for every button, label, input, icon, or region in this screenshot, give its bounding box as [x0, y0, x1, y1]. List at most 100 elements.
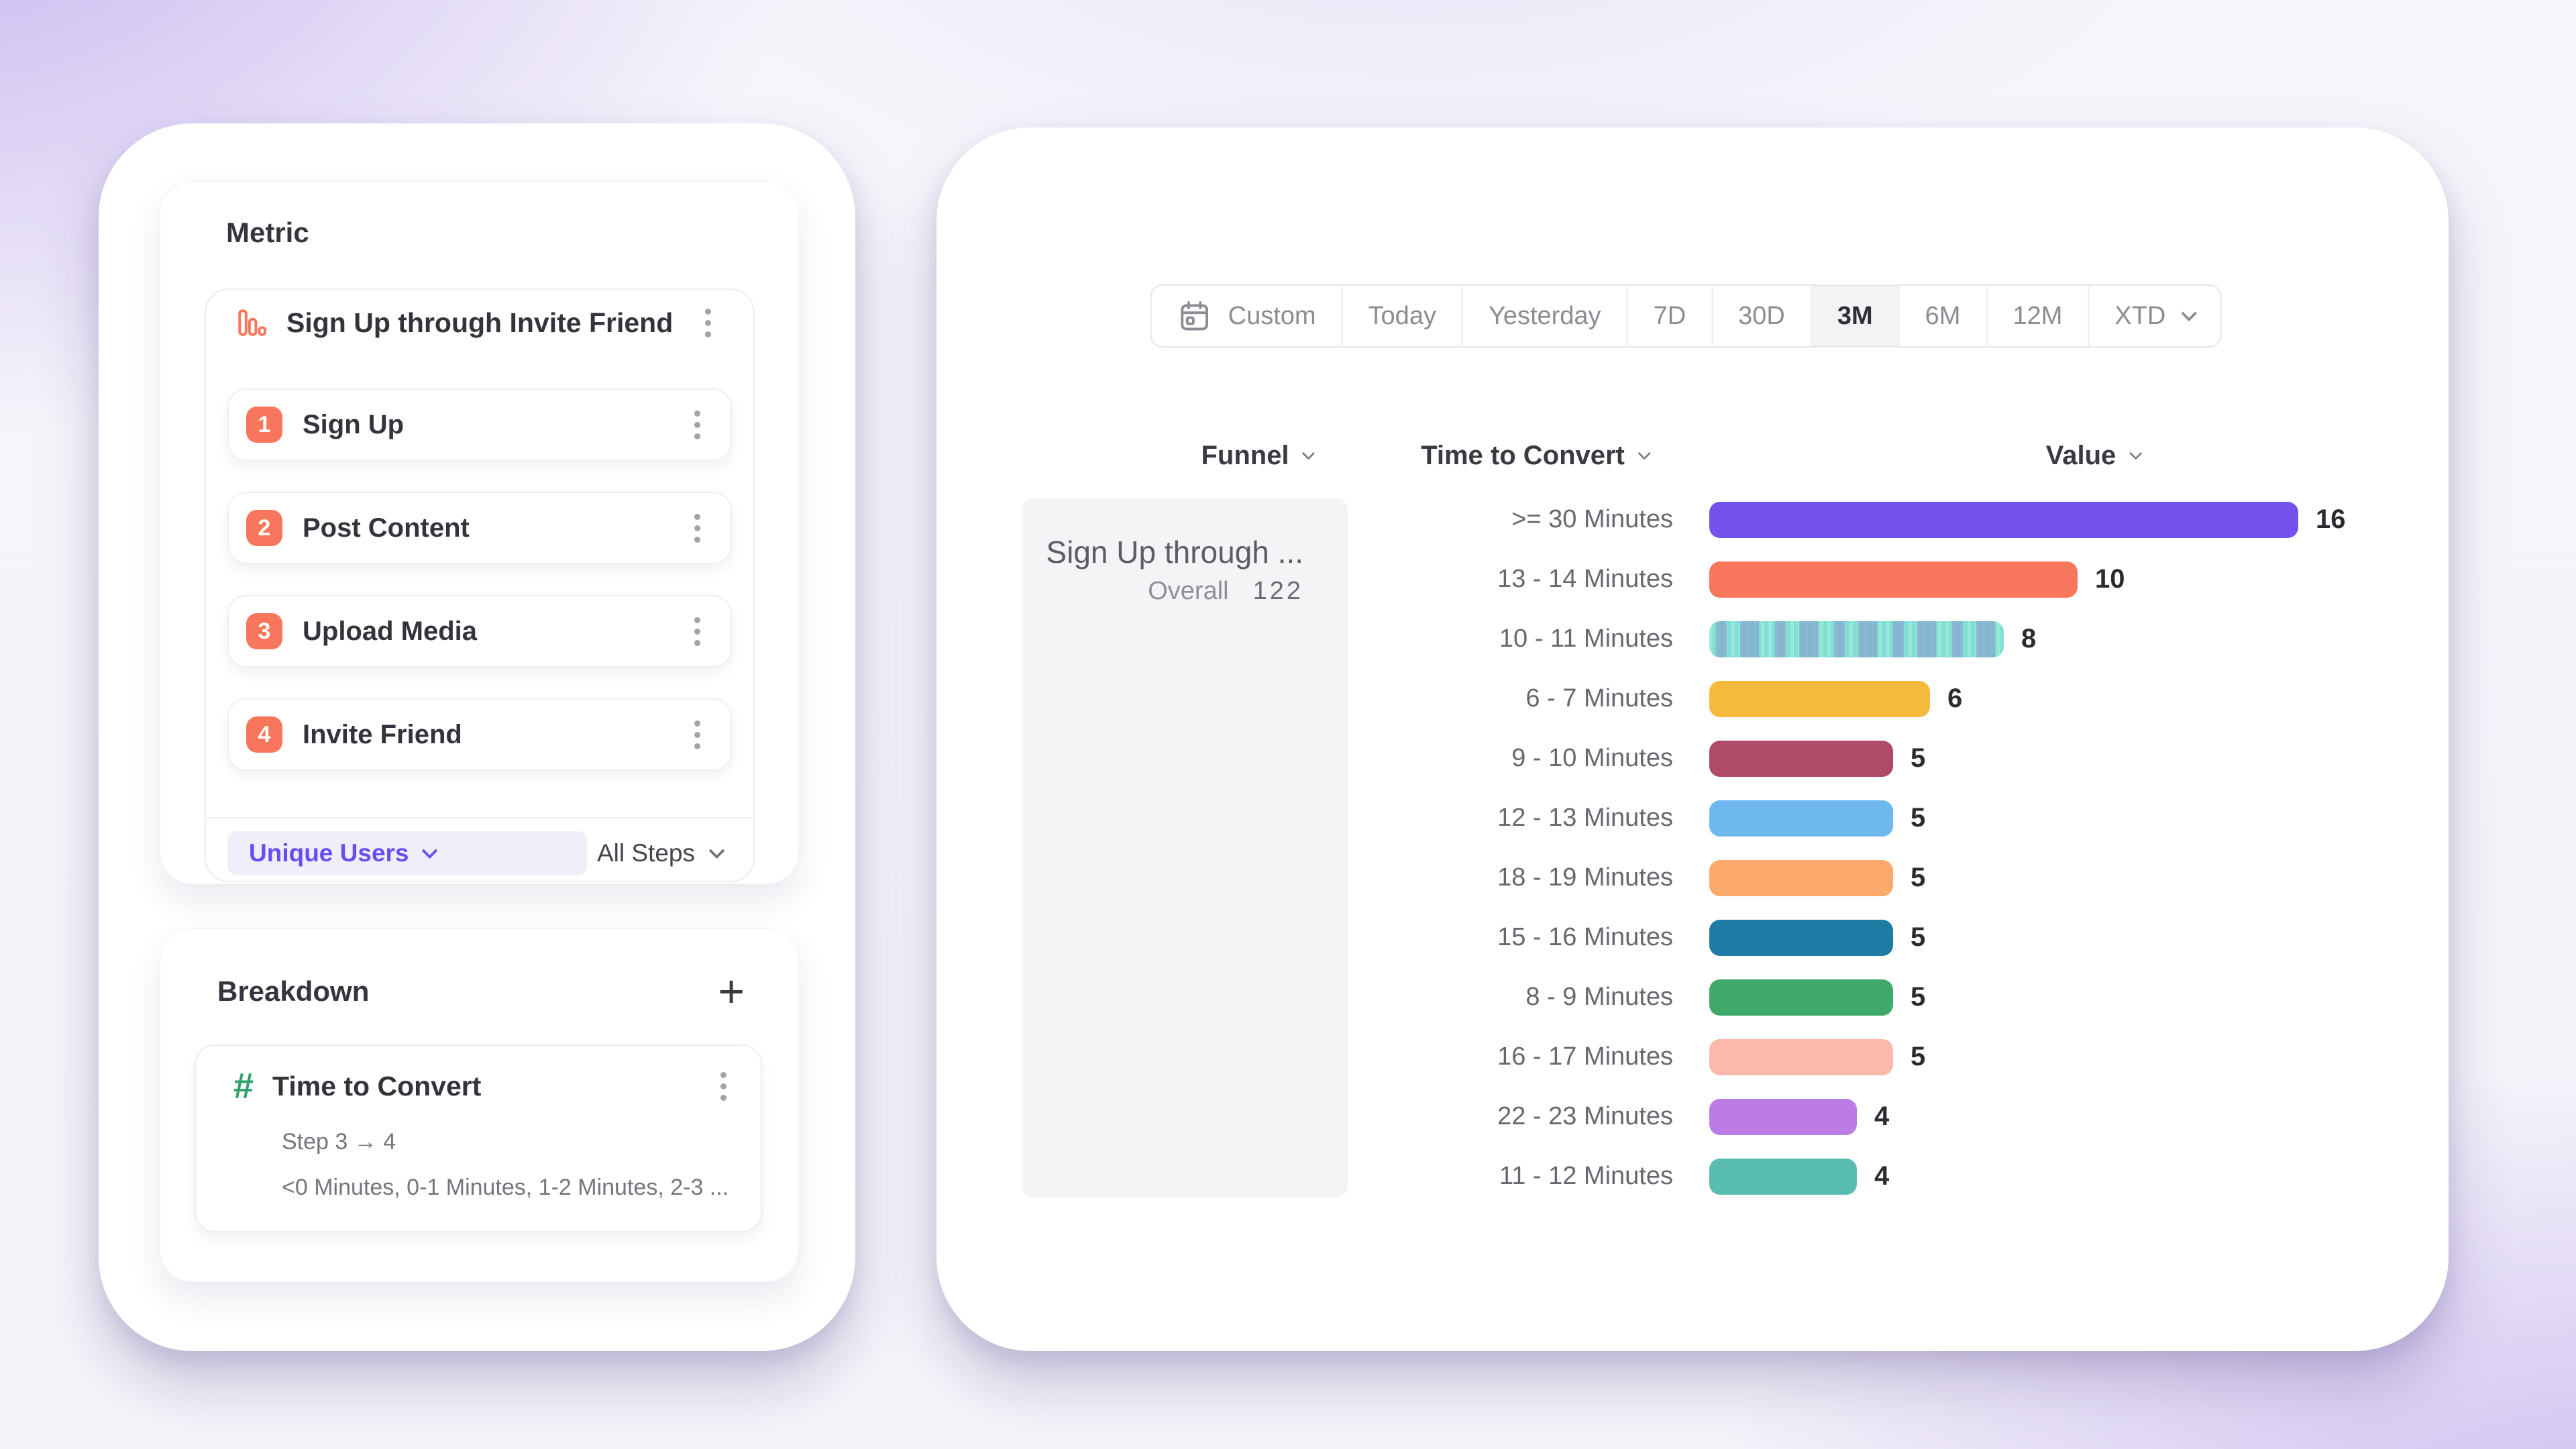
step-label: Invite Friend: [303, 719, 462, 749]
time-range-option-today[interactable]: Today: [1343, 286, 1463, 346]
kebab-menu-icon: [720, 1083, 727, 1089]
time-range-label: 7D: [1653, 301, 1686, 330]
step-label: Upload Media: [303, 616, 478, 646]
funnel-step-2[interactable]: 2 Post Content: [227, 492, 732, 564]
breakdown-property-name: Time to Convert: [272, 1070, 482, 1102]
funnel-metric-card: Sign Up through Invite Friend 1 Sign Up …: [205, 288, 755, 882]
time-range-label: 6M: [1925, 301, 1961, 330]
bar[interactable]: [1709, 1158, 1857, 1195]
funnel-cell-name: Sign Up through ...: [1046, 535, 1303, 570]
bar[interactable]: [1709, 501, 2298, 538]
chart-row: 8 - 9 Minutes 5: [1391, 967, 2346, 1027]
chart-row: 22 - 23 Minutes 4: [1391, 1087, 2346, 1146]
chart-row: 10 - 11 Minutes 8: [1391, 609, 2346, 669]
kebab-menu-icon: [694, 731, 700, 738]
chevron-down-icon: [2129, 446, 2143, 460]
funnel-metric-name: Sign Up through Invite Friend: [286, 307, 672, 338]
steps-scope-label: All Steps: [596, 839, 695, 867]
funnel-step-4[interactable]: 4 Invite Friend: [227, 698, 732, 771]
step-menu-button[interactable]: [678, 716, 716, 753]
funnel-cell-overall: Overall 122: [1148, 577, 1303, 606]
bar-category-label: 9 - 10 Minutes: [1511, 744, 1673, 772]
time-range-option-7d[interactable]: 7D: [1628, 286, 1713, 346]
chart-row: 6 - 7 Minutes 6: [1391, 669, 2346, 729]
step-label: Post Content: [303, 513, 470, 543]
bar[interactable]: [1709, 1098, 1857, 1135]
bar[interactable]: [1709, 979, 1893, 1016]
bar[interactable]: [1709, 1038, 1893, 1075]
bar[interactable]: [1709, 740, 1893, 777]
time-range-label: XTD: [2114, 301, 2166, 330]
overall-label: Overall: [1148, 577, 1229, 605]
bar[interactable]: [1709, 800, 1893, 837]
chart-row: 16 - 17 Minutes 5: [1391, 1027, 2346, 1087]
time-range-option-3m[interactable]: 3M: [1811, 286, 1900, 346]
chart-row: 13 - 14 Minutes 10: [1391, 549, 2346, 609]
step-menu-button[interactable]: [678, 406, 716, 443]
funnel-step-3[interactable]: 3 Upload Media: [227, 595, 732, 667]
bar-category-label: 12 - 13 Minutes: [1497, 804, 1673, 832]
kebab-menu-icon: [704, 319, 711, 326]
kebab-menu-icon: [694, 525, 700, 531]
bar-value-label: 16: [2316, 504, 2346, 534]
bar[interactable]: [1709, 561, 2078, 598]
counting-method-dropdown[interactable]: Unique Users: [227, 831, 587, 875]
bar-value-label: 4: [1874, 1102, 1890, 1131]
bar[interactable]: [1709, 621, 2004, 657]
breakdown-property-menu-button[interactable]: [704, 1067, 742, 1105]
time-range-label: Custom: [1228, 301, 1316, 330]
funnel-metric-menu-button[interactable]: [689, 304, 727, 341]
chart-row: 12 - 13 Minutes 5: [1391, 788, 2346, 848]
time-range-label: Yesterday: [1488, 301, 1601, 330]
column-header-funnel[interactable]: Funnel: [1201, 441, 1316, 471]
breakdown-step-range: Step 3 → 4: [282, 1129, 396, 1155]
funnel-bar-chart-icon: [235, 306, 269, 339]
bar-category-label: 11 - 12 Minutes: [1499, 1162, 1673, 1190]
step-number-badge: 1: [246, 407, 282, 443]
time-range-option-6m[interactable]: 6M: [1900, 286, 1988, 346]
time-range-option-12m[interactable]: 12M: [1987, 286, 2090, 346]
metric-section-title: Metric: [226, 217, 309, 248]
column-header-value[interactable]: Value: [2046, 441, 2143, 471]
overall-value: 122: [1252, 577, 1303, 605]
bar-category-label: 10 - 11 Minutes: [1499, 625, 1673, 653]
breakdown-section-title: Breakdown: [217, 975, 370, 1007]
time-range-label: 12M: [2012, 301, 2063, 330]
time-range-label: 3M: [1837, 301, 1873, 330]
chevron-down-icon: [1301, 446, 1316, 460]
breakdown-section: Breakdown + # Time to Convert Step 3 → 4…: [160, 928, 799, 1282]
chevron-down-icon: [1637, 446, 1651, 460]
step-number-badge: 3: [246, 613, 282, 649]
bar-category-label: >= 30 Minutes: [1511, 505, 1673, 533]
bar-category-label: 8 - 9 Minutes: [1525, 983, 1673, 1011]
funnel-step-1[interactable]: 1 Sign Up: [227, 388, 732, 461]
bar[interactable]: [1709, 919, 1893, 956]
time-range-label: 30D: [1738, 301, 1785, 330]
bar-value-label: 5: [1911, 1042, 1926, 1071]
time-range-option-xtd[interactable]: XTD: [2089, 286, 2220, 346]
steps-scope-dropdown[interactable]: All Steps: [597, 839, 732, 867]
chevron-down-icon: [708, 842, 725, 859]
funnel-steps-list: 1 Sign Up 2 Post Content 3 Upload Media …: [206, 388, 753, 771]
bar-value-label: 5: [1911, 803, 1926, 833]
chevron-down-icon: [421, 842, 438, 859]
step-number-badge: 2: [246, 510, 282, 546]
chart-row: 9 - 10 Minutes 5: [1391, 729, 2346, 788]
add-breakdown-button[interactable]: +: [718, 966, 745, 1017]
time-range-option-custom[interactable]: Custom: [1152, 286, 1343, 346]
step-menu-button[interactable]: [678, 509, 716, 547]
time-range-option-yesterday[interactable]: Yesterday: [1463, 286, 1628, 346]
column-header-time-to-convert[interactable]: Time to Convert: [1421, 441, 1651, 471]
time-range-option-30d[interactable]: 30D: [1713, 286, 1812, 346]
breakdown-buckets-preview: <0 Minutes, 0-1 Minutes, 1-2 Minutes, 2-…: [282, 1175, 729, 1200]
funnel-metric-header: Sign Up through Invite Friend: [206, 290, 753, 356]
bar[interactable]: [1709, 859, 1893, 896]
hash-icon: #: [233, 1066, 254, 1106]
bar[interactable]: [1709, 680, 1930, 717]
metric-section: Metric Sign Up through Invite Friend 1 S…: [160, 181, 799, 884]
bar-category-label: 22 - 23 Minutes: [1497, 1102, 1673, 1130]
column-header-label: Funnel: [1201, 441, 1289, 470]
chart-row: 18 - 19 Minutes 5: [1391, 848, 2346, 908]
step-menu-button[interactable]: [678, 612, 716, 650]
bar-category-label: 18 - 19 Minutes: [1497, 863, 1673, 892]
